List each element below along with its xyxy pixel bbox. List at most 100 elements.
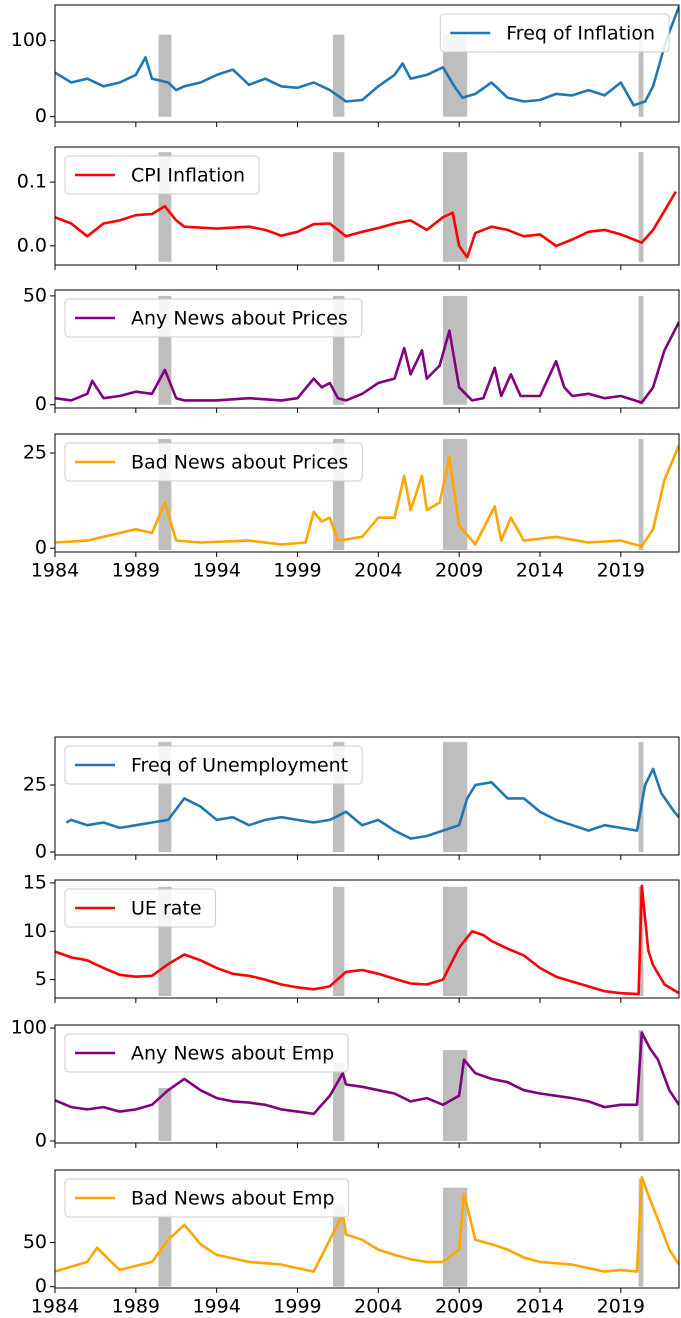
y-tick-label: 0.0 [17, 234, 47, 256]
recession-band [442, 295, 468, 405]
axes-frame [54, 1169, 680, 1289]
legend-box [64, 442, 363, 482]
recession-band [638, 295, 644, 405]
legend-box [64, 1178, 350, 1218]
y-tick-label: 50 [23, 1231, 47, 1253]
legend: Freq of Inflation [439, 13, 670, 53]
y-tick-label: 100 [11, 1017, 47, 1039]
axes-frame [54, 736, 680, 856]
recession-band [333, 742, 345, 853]
x-tick-label: 2014 [516, 560, 564, 582]
panel: 0 100 Any News about Emp [11, 1017, 680, 1151]
x-tick-label: 2009 [435, 560, 483, 582]
series-line [55, 1031, 679, 1116]
x-tick-label: 1989 [112, 1296, 160, 1318]
axes-frame [54, 4, 680, 123]
legend-label: Bad News about Emp [131, 1188, 335, 1210]
legend-box [64, 1033, 349, 1073]
panel: 5 10 15 UE rate [23, 871, 680, 1003]
recession-band [638, 1178, 644, 1287]
legend-label: Freq of Unemployment [131, 755, 348, 777]
legend: UE rate [64, 888, 217, 928]
legend: Any News about Prices [64, 298, 363, 338]
legend: Any News about Emp [64, 1033, 349, 1073]
recession-band [333, 886, 345, 997]
y-tick-label: 0.1 [17, 171, 47, 193]
recession-band [638, 152, 644, 262]
recession-band [333, 295, 345, 405]
panel: 0 50 Any News about Prices [23, 284, 680, 415]
axes-frame [54, 433, 680, 553]
axes-frame [54, 1024, 680, 1144]
panel: 0 50 1984 1989 1994 1999 2004 2009 2014 2019 Bad N… [23, 1169, 680, 1318]
panel: 0.0 0.1 CPI Inflation [17, 146, 680, 270]
y-tick-label: 50 [23, 284, 47, 306]
legend-box [64, 155, 260, 195]
legend-label: UE rate [131, 898, 202, 920]
series-line [55, 190, 677, 259]
y-tick-label: 0 [35, 393, 47, 415]
legend-box [64, 888, 217, 928]
series-line [55, 884, 679, 996]
x-tick-label: 2004 [354, 1296, 402, 1318]
recession-band [333, 1063, 345, 1141]
series-line [55, 6, 679, 107]
recession-band [638, 1030, 644, 1141]
recession-band [442, 152, 468, 262]
panel: 0 25 1984 1989 1994 1999 2004 2009 2014 2019 Bad N… [23, 433, 680, 582]
recession-band [333, 152, 345, 262]
y-tick-label: 100 [11, 29, 47, 51]
y-tick-label: 25 [23, 442, 47, 464]
recession-band [638, 742, 644, 853]
x-tick-label: 1999 [273, 560, 321, 582]
legend: Freq of Unemployment [64, 745, 363, 785]
y-tick-label: 0 [35, 105, 47, 127]
legend-box [439, 13, 670, 53]
x-tick-label: 1999 [273, 1296, 321, 1318]
panel: 0 100 Freq of Inflation [11, 4, 680, 127]
x-tick-label: 2019 [597, 1296, 645, 1318]
legend-label: Any News about Emp [131, 1043, 334, 1065]
panel: 0 25 Freq of Unemployment [23, 736, 680, 863]
y-tick-label: 0 [35, 537, 47, 559]
recession-band [158, 1087, 172, 1141]
legend: CPI Inflation [64, 155, 260, 195]
y-tick-label: 10 [23, 920, 47, 942]
x-tick-label: 2009 [435, 1296, 483, 1318]
recession-band [158, 1214, 172, 1287]
legend-label: CPI Inflation [131, 165, 245, 187]
axes-frame [54, 146, 680, 266]
axes-frame [54, 879, 680, 999]
x-tick-label: 1989 [112, 560, 160, 582]
axes-frame [54, 289, 680, 409]
series-line [55, 321, 679, 404]
recession-band [158, 34, 172, 117]
recession-band [333, 438, 345, 551]
y-tick-label: 5 [35, 968, 47, 990]
series-line [65, 767, 679, 840]
y-tick-label: 25 [23, 774, 47, 796]
recession-band [638, 34, 644, 117]
series-line [55, 1175, 679, 1273]
y-tick-label: 0 [35, 841, 47, 863]
legend-label: Freq of Inflation [506, 23, 655, 45]
legend: Bad News about Prices [64, 442, 363, 482]
recession-band [638, 438, 644, 551]
y-tick-label: 15 [23, 871, 47, 893]
legend-label: Bad News about Prices [131, 452, 348, 474]
recession-band [442, 742, 468, 853]
legend-box [64, 745, 363, 785]
x-tick-label: 1984 [31, 1296, 79, 1318]
y-tick-label: 0 [35, 1129, 47, 1151]
series-line [55, 444, 679, 548]
recession-band [333, 1204, 345, 1287]
legend-label: Any News about Prices [131, 308, 348, 330]
legend: Bad News about Emp [64, 1178, 350, 1218]
recession-band [333, 34, 345, 117]
x-tick-label: 1994 [192, 1296, 240, 1318]
y-tick-label: 0 [35, 1275, 47, 1297]
x-tick-label: 2004 [354, 560, 402, 582]
x-tick-label: 2014 [516, 1296, 564, 1318]
x-tick-label: 1994 [192, 560, 240, 582]
